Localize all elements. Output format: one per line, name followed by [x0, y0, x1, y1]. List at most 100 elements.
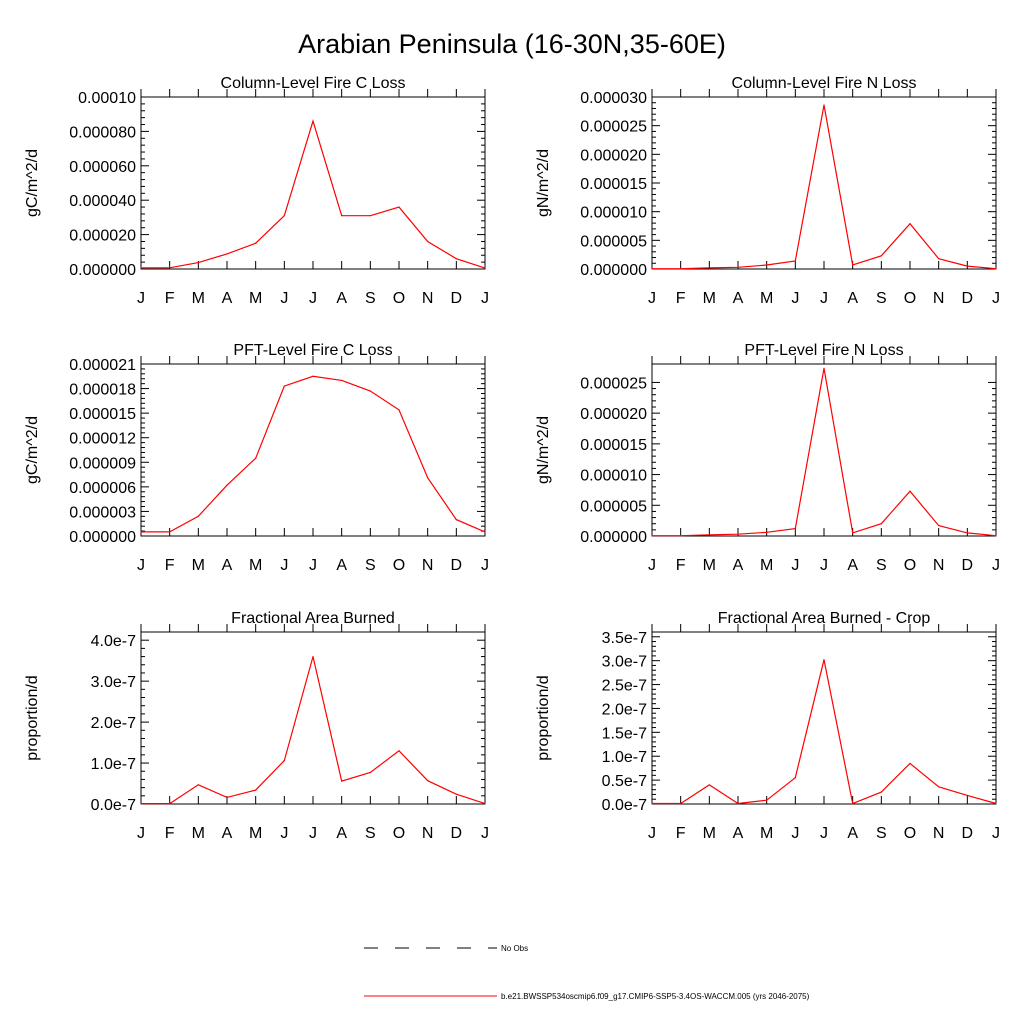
data-point [995, 535, 997, 537]
x-tick-label: O [393, 290, 405, 307]
x-tick-label: J [791, 825, 799, 842]
x-tick-label: J [309, 557, 317, 574]
x-tick-label: S [876, 290, 887, 307]
y-tick-label: 0.000025 [580, 375, 647, 392]
data-point [938, 786, 940, 788]
data-point [909, 490, 911, 492]
chart-title: Fractional Area Burned [231, 610, 395, 627]
y-tick-label: 0.000020 [69, 228, 136, 245]
data-point [651, 802, 653, 805]
data-point [455, 258, 457, 260]
x-tick-label: J [481, 290, 489, 307]
data-point [484, 531, 486, 533]
figure-title: Arabian Peninsula (16-30N,35-60E) [298, 29, 726, 59]
x-tick-label: F [165, 290, 175, 307]
x-tick-label: J [648, 825, 656, 842]
data-point [369, 771, 371, 774]
data-point [341, 379, 343, 381]
x-tick-label: A [733, 825, 744, 842]
series-line [141, 119, 486, 269]
x-tick-label: M [760, 557, 773, 574]
plot-frame [140, 363, 486, 537]
data-point [909, 223, 911, 225]
legend: No Obs b.e21.BWSSP534oscmip6.f09_g17.CMI… [364, 944, 810, 1001]
data-point [255, 789, 257, 791]
data-point [823, 104, 825, 106]
x-tick-label: J [820, 557, 828, 574]
x-tick-label: J [137, 557, 145, 574]
data-point [427, 780, 429, 782]
data-point [484, 267, 486, 269]
y-tick-label: 0.000060 [69, 159, 136, 176]
data-point [283, 215, 285, 217]
x-tick-label: M [703, 825, 716, 842]
data-point [312, 655, 314, 658]
y-tick-label: 0.000015 [69, 406, 136, 423]
chart-panel-1: Column-Level Fire C Loss gC/m^2/d 0.000000… [24, 75, 489, 307]
x-tick-label: M [192, 290, 205, 307]
y-tick-label: 2.5e-7 [602, 678, 647, 695]
x-tick-label: J [137, 290, 145, 307]
data-point [398, 206, 400, 208]
x-tick-label: D [962, 557, 974, 574]
x-tick-label: D [451, 825, 463, 842]
x-tick-label: N [422, 290, 434, 307]
x-tick-label: F [676, 557, 686, 574]
y-tick-label: 0.000020 [580, 147, 647, 164]
x-tick-label: M [192, 825, 205, 842]
series-line [141, 375, 486, 533]
x-tick-label: M [760, 290, 773, 307]
y-tick-label: 1.0e-7 [91, 756, 136, 773]
series-line [141, 656, 486, 805]
chart-panel-5: Fractional Area Burned proportion/d 0.0e-7… [24, 610, 489, 842]
data-point [140, 531, 142, 533]
x-tick-label: O [904, 825, 916, 842]
data-point [427, 477, 429, 479]
data-point [766, 531, 768, 533]
y-tick-label: 0.000000 [580, 529, 647, 546]
y-tick-label: 3.0e-7 [602, 654, 647, 671]
data-point [312, 120, 314, 122]
y-tick-label: 0.0e-7 [91, 797, 136, 814]
x-tick-label: A [222, 290, 233, 307]
y-tick-label: 0.000006 [69, 480, 136, 497]
y-tick-label: 0.000010 [580, 468, 647, 485]
data-point [398, 409, 400, 411]
data-point [995, 802, 997, 805]
data-point [794, 260, 796, 262]
data-point [680, 268, 682, 270]
data-point [369, 215, 371, 217]
x-tick-label: A [336, 290, 347, 307]
x-tick-label: S [876, 557, 887, 574]
data-point [197, 262, 199, 264]
y-axis-label: proportion/d [24, 675, 41, 760]
x-tick-label: N [422, 557, 434, 574]
x-tick-label: M [703, 290, 716, 307]
data-point [966, 265, 968, 267]
data-point [708, 534, 710, 536]
data-point [880, 523, 882, 525]
x-tick-label: A [222, 825, 233, 842]
data-point [140, 802, 142, 805]
data-point [737, 802, 739, 805]
y-tick-label: 0.000000 [69, 529, 136, 546]
x-tick-label: D [962, 290, 974, 307]
y-tick-label: 0.5e-7 [602, 773, 647, 790]
x-tick-label: A [336, 825, 347, 842]
data-point [140, 267, 142, 269]
x-tick-label: J [280, 825, 288, 842]
x-tick-label: N [422, 825, 434, 842]
chart-title: Column-Level Fire N Loss [732, 75, 917, 92]
chart-panel-3: PFT-Level Fire C Loss gC/m^2/d 0.000000 0.0… [24, 342, 489, 574]
x-tick-label: A [733, 557, 744, 574]
plot-frame [651, 363, 997, 537]
y-tick-label: 0.000020 [580, 406, 647, 423]
series-line [652, 368, 997, 537]
data-point [794, 777, 796, 779]
data-point [766, 799, 768, 801]
x-tick-label: J [280, 290, 288, 307]
data-point [455, 793, 457, 795]
x-tick-label: J [791, 290, 799, 307]
x-tick-label: J [791, 557, 799, 574]
